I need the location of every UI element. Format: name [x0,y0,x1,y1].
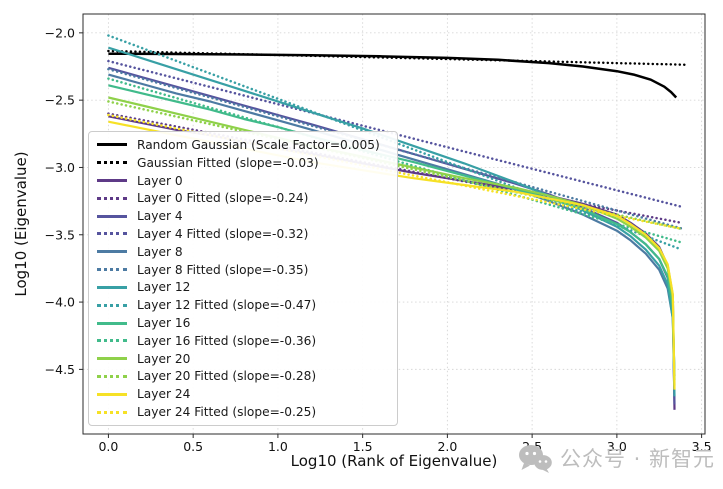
legend-label: Layer 4 [137,209,183,224]
legend-item-layer-20-fitted: Layer 20 Fitted (slope=-0.28) [97,368,389,385]
legend-swatch-layer-0 [97,179,127,183]
legend-swatch-layer-16-fitted [97,339,127,343]
x-tick-label: 1.5 [353,439,373,454]
curve-layer-20 [108,96,676,386]
fit-layer-4-fitted [107,59,683,208]
legend-item-layer-12: Layer 12 [97,279,389,296]
legend-label: Layer 0 Fitted (slope=-0.24) [137,191,309,206]
legend-label: Layer 4 Fitted (slope=-0.32) [137,226,309,241]
legend-swatch-layer-8-fitted [97,268,127,272]
legend-swatch-layer-20-fitted [97,374,127,378]
legend-label: Layer 12 [137,280,191,295]
legend-swatch-random-gaussian [97,143,127,147]
legend-label: Gaussian Fitted (slope=-0.03) [137,155,319,170]
legend-label: Random Gaussian (Scale Factor=0.005) [137,137,380,152]
legend-swatch-layer-4-fitted [97,232,127,236]
legend-item-layer-8: Layer 8 [97,243,389,260]
legend-item-layer-20: Layer 20 [97,350,389,367]
legend-item-random-gaussian: Random Gaussian (Scale Factor=0.005) [97,136,389,153]
legend-item-layer-4: Layer 4 [97,208,389,225]
y-tick-label: −4.0 [45,295,75,310]
watermark: 公众号 · 新智元 [518,443,715,473]
x-tick-label: 2.0 [437,439,457,454]
legend-item-layer-4-fitted: Layer 4 Fitted (slope=-0.32) [97,225,389,242]
legend-swatch-layer-24-fitted [97,410,127,414]
y-tick-label: −4.5 [45,362,75,377]
legend-item-layer-0-fitted: Layer 0 Fitted (slope=-0.24) [97,190,389,207]
legend-label: Layer 20 Fitted (slope=-0.28) [137,369,317,384]
legend-item-layer-8-fitted: Layer 8 Fitted (slope=-0.35) [97,261,389,278]
curve-layer-12 [108,46,676,397]
x-axis-label: Log10 (Rank of Eigenvalue) [290,452,498,470]
x-tick-label: 3.0 [607,439,627,454]
legend-swatch-layer-12 [97,285,127,289]
legend-label: Layer 8 [137,244,183,259]
y-tick-label: −3.5 [45,227,75,242]
legend-swatch-layer-0-fitted [97,196,127,200]
wechat-icon [519,444,552,473]
legend-swatch-layer-16 [97,321,127,325]
legend-item-layer-16-fitted: Layer 16 Fitted (slope=-0.36) [97,332,389,349]
legend-item-gaussian-fitted: Gaussian Fitted (slope=-0.03) [97,154,389,171]
legend-item-layer-0: Layer 0 [97,172,389,189]
legend-item-layer-24-fitted: Layer 24 Fitted (slope=-0.25) [97,404,389,421]
legend-swatch-layer-12-fitted [97,303,127,307]
legend-label: Layer 12 Fitted (slope=-0.47) [137,298,317,313]
legend-swatch-layer-20 [97,357,127,361]
y-tick-label: −3.0 [45,160,75,175]
plot-frame [82,13,706,435]
x-tick-label: 1.0 [268,439,288,454]
legend-label: Layer 20 [137,351,191,366]
watermark-text: 公众号 · 新智元 [560,447,716,471]
legend-label: Layer 24 [137,387,191,402]
legend-label: Layer 0 [137,173,183,188]
legend-label: Layer 8 Fitted (slope=-0.35) [137,262,309,277]
legend-swatch-layer-8 [97,250,127,254]
legend-label: Layer 16 [137,316,191,331]
x-tick-label: 3.5 [692,439,712,454]
legend-label: Layer 24 Fitted (slope=-0.25) [137,405,317,420]
legend-label: Layer 16 Fitted (slope=-0.36) [137,333,317,348]
legend-item-layer-16: Layer 16 [97,315,389,332]
legend-item-layer-24: Layer 24 [97,386,389,403]
legend-swatch-gaussian-fitted [97,161,127,165]
y-axis-label: Log10 (Eigenvalue) [12,151,30,297]
x-tick-label: 0.0 [98,439,118,454]
legend: Random Gaussian (Scale Factor=0.005) Gaus… [88,131,398,426]
legend-swatch-layer-24 [97,392,127,396]
y-tick-label: −2.0 [45,25,75,40]
y-tick-label: −2.5 [45,93,75,108]
legend-item-layer-12-fitted: Layer 12 Fitted (slope=-0.47) [97,297,389,314]
legend-swatch-layer-4 [97,214,127,218]
x-tick-label: 0.5 [183,439,203,454]
